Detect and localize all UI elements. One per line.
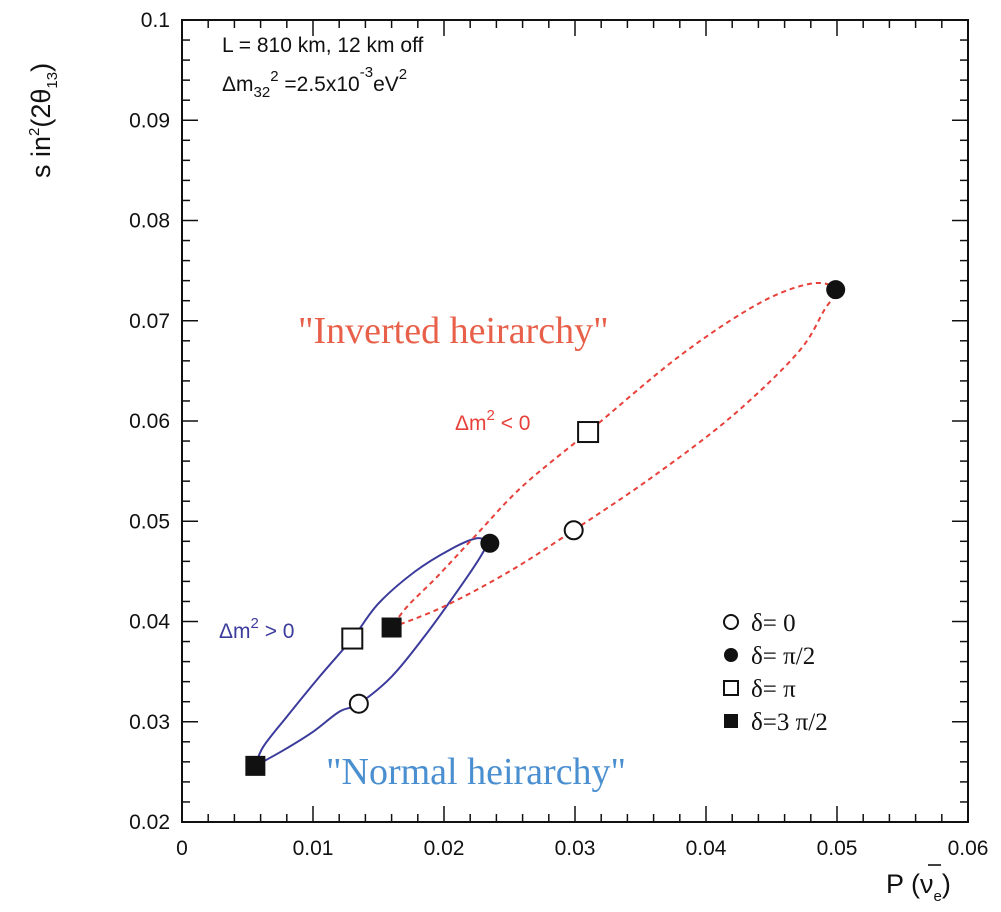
x-tick-label: 0.03 [555,837,596,860]
x-tick-label: 0.05 [817,837,858,860]
inverted-filled-square-marker [381,617,402,638]
inverted-hierarchy-curve [390,281,838,629]
legend-filled-circle-icon [724,648,738,662]
curves [254,281,838,767]
inverted-open-square-marker [577,421,600,444]
legend-label: δ= 0 [751,610,796,637]
x-tick-label: 0 [176,837,188,860]
inverted-dm-label: Δm2 < 0 [455,407,531,435]
legend: δ= 0 δ= π/2 δ= π δ=3 π/2 [723,610,828,736]
normal-dm-label: Δm2 > 0 [219,615,295,643]
normal-filled-square-marker [245,755,266,776]
normal-open-circle-marker [348,693,369,714]
inverted-filled-circle-marker [826,280,846,300]
normal-hierarchy-label: "Normal heirarchy" [326,751,626,793]
legend-label: δ=3 π/2 [751,709,828,736]
info-line-1: L = 810 km, 12 km off [222,34,424,57]
legend-filled-square-icon [724,714,738,728]
data-markers [245,280,846,776]
y-tick-label: 0.1 [141,9,170,32]
legend-label: δ= π [751,676,796,703]
legend-open-square-icon [723,680,739,696]
inverted-hierarchy-label: "Inverted heirarchy" [298,310,609,352]
x-tick-label: 0.02 [424,837,465,860]
legend-open-circle-icon [723,614,739,630]
y-tick-label: 0.04 [129,611,170,634]
y-tick-label: 0.08 [129,210,170,233]
normal-filled-circle-marker [480,533,500,553]
y-tick-label: 0.09 [129,109,170,132]
x-tick-label: 0.06 [948,837,989,860]
inverted-open-circle-marker [563,520,584,541]
y-axis-title: s in2(2θ13) [26,63,61,178]
y-tick-label: 0.03 [129,711,170,734]
x-tick-label: 0.01 [293,837,334,860]
x-tick-label: 0.04 [686,837,727,860]
y-tick-label: 0.05 [129,510,170,533]
info-line-2: Δm322 =2.5x10-3eV2 [222,64,407,101]
x-axis-ticks: 0 0.01 0.02 0.03 0.04 0.05 0.06 [176,20,988,860]
y-tick-label: 0.06 [129,410,170,433]
y-tick-label: 0.07 [129,310,170,333]
x-axis-title: P (νe) [886,869,951,905]
normal-open-square-marker [341,627,364,650]
legend-label: δ= π/2 [751,643,815,670]
y-axis-ticks: 0.02 0.03 0.04 0.05 0.06 0.07 0.08 0.09 0.1 [129,9,968,834]
normal-hierarchy-curve [254,537,488,767]
y-tick-label: 0.02 [129,811,170,834]
